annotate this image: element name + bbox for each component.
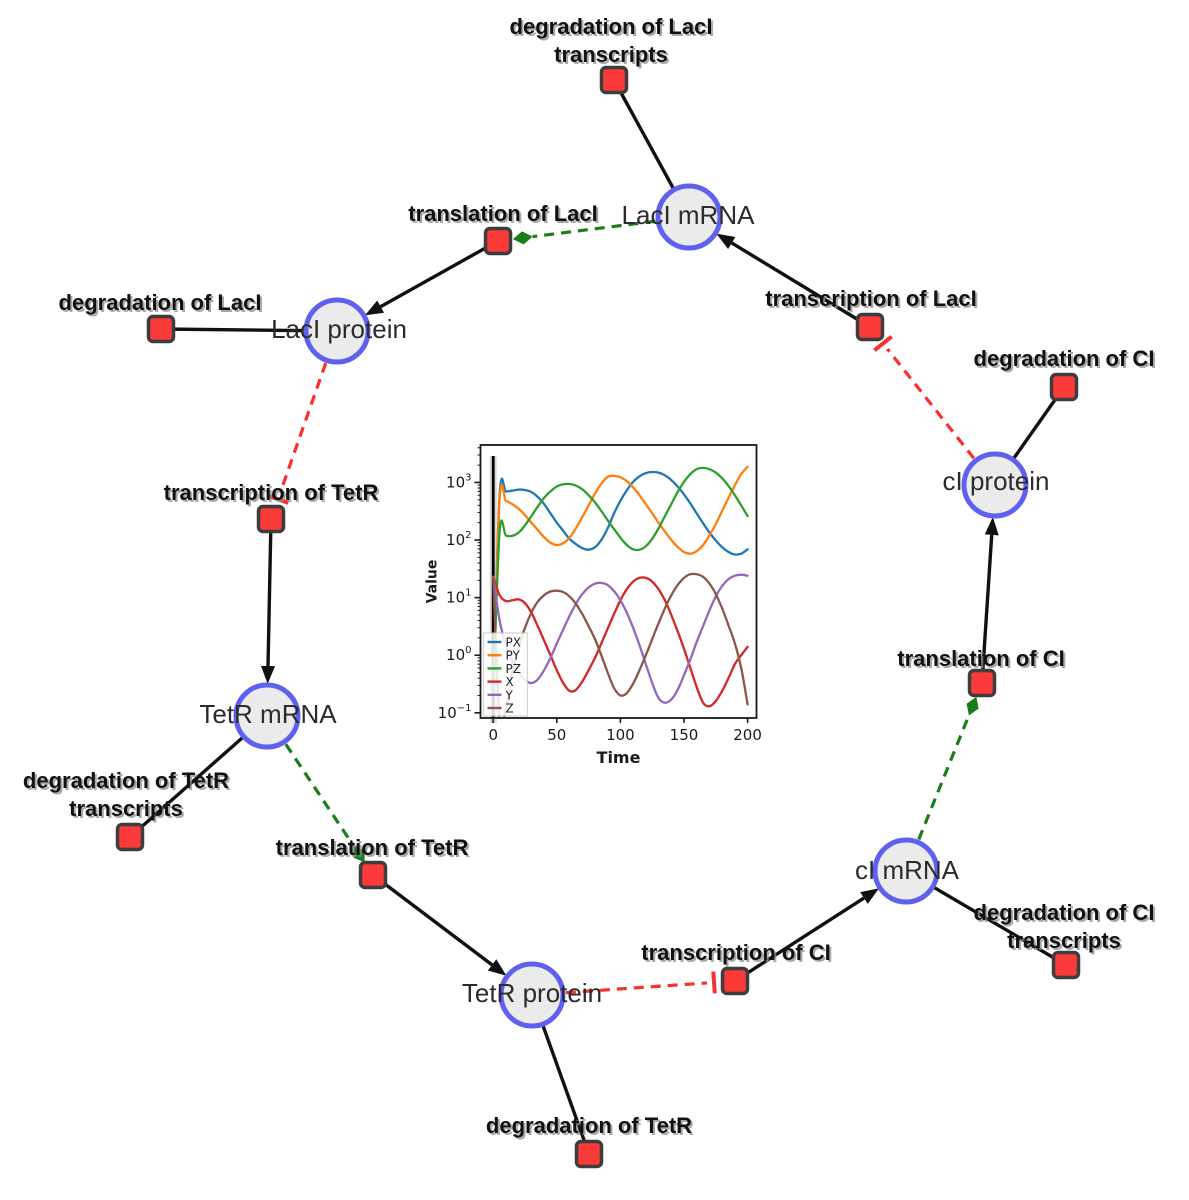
reaction-label-deg_ci_tx-line1: transcripts [1007, 928, 1121, 953]
legend-label-PX: PX [506, 636, 521, 650]
reaction-label-deg_ci_tx-line0: degradation of CI [974, 900, 1155, 925]
series-line-PX [492, 470, 749, 697]
x-axis-tick-label-100: 100 [606, 726, 635, 744]
arrowhead-edge-production-transcr_tetr-tetr_mrna [261, 665, 276, 685]
y-axis-tick-label-1e1: 101 [446, 588, 471, 607]
legend-label-X: X [506, 675, 514, 689]
series-line-Z [492, 572, 749, 718]
legend-label-PZ: PZ [506, 662, 521, 676]
reaction-label-deg_laci_tx-line0: degradation of LacI [510, 14, 713, 39]
reaction-node-transcr_tetr [256, 504, 286, 534]
series-line-PY [492, 465, 749, 697]
edge-production-transcr_ci-ci_mrna [734, 896, 865, 983]
x-axis-tick-label-150: 150 [670, 726, 699, 744]
x-axis-tick-label-200: 200 [733, 726, 762, 744]
arrowhead-edge-production-transl_ci-ci_prot [984, 516, 999, 536]
series-line-Y [492, 573, 749, 704]
arrowhead-edge-production-transl_laci-laci_prot [364, 300, 385, 316]
edge-inhibition-ci_prot-transcr_laci [886, 347, 997, 486]
nodes-layer [115, 65, 1081, 1169]
reaction-label-transl_laci-line0: translation of LacI [408, 201, 597, 226]
legend-label-PY: PY [506, 649, 521, 663]
legend-label-Z: Z [506, 702, 514, 716]
arrowhead-edge-production-transcr_ci-ci_mrna [860, 888, 880, 904]
reaction-node-deg_ci [1049, 372, 1079, 402]
reaction-node-transl_tetr [358, 860, 388, 890]
legend-label-Y: Y [505, 688, 514, 702]
edge-production-transl_ci-ci_prot [980, 534, 994, 684]
arrowhead-edge-production-transcr_laci-laci_mrna [716, 233, 736, 249]
y-axis-label: Value [425, 560, 441, 604]
reaction-label-transcr_ci-line0: transcription of CI [641, 940, 830, 965]
chart-inset: 0 50 100 150 200Time10310210110010−1ValuePXP… [425, 444, 762, 767]
diamond-arrowhead-edge-catalysis-tetr_mrna-transl_tetr [353, 845, 365, 863]
reaction-label-deg_tetr-line0: degradation of TetR [486, 1113, 692, 1138]
edge-production-transl_laci-laci_prot [379, 239, 499, 309]
species-node-tetr_prot [498, 961, 566, 1029]
diamond-arrowhead-edge-catalysis-ci_mrna-transl_ci [966, 696, 979, 716]
x-axis-tick-label-0: 0 [488, 726, 498, 744]
reaction-label-deg_ci-line0: degradation of CI [974, 346, 1155, 371]
reaction-node-deg_laci [146, 314, 176, 344]
x-axis-tick-label-50: 50 [547, 726, 566, 744]
reaction-node-deg_tetr [574, 1139, 604, 1169]
x-axis-label: Time [597, 748, 641, 767]
edge-inhibition-laci_prot-transcr_tetr [278, 330, 339, 494]
y-axis-tick-label-1e2: 102 [446, 530, 471, 549]
species-node-laci_prot [303, 297, 371, 365]
species-label-ci_prot: cI protein [943, 466, 1050, 496]
species-label-laci_mrna: LacI mRNA [622, 200, 756, 230]
reaction-label-transcr_tetr-line0: transcription of TetR [164, 480, 379, 505]
reaction-label-transl_ci-line0: translation of CI [897, 646, 1064, 671]
species-label-ci_mrna: cI mRNA [855, 855, 960, 885]
reaction-label-deg_laci-line0: degradation of LacI [59, 290, 262, 315]
y-axis-tick-label-1e0: 100 [446, 645, 471, 664]
species-node-tetr_mrna [233, 682, 301, 750]
species-node-laci_mrna [655, 183, 723, 251]
reaction-label-deg_tetr_tx-line0: degradation of TetR [23, 768, 229, 793]
species-label-tetr_mrna: TetR mRNA [199, 699, 337, 729]
species-node-ci_mrna [872, 837, 940, 905]
reaction-node-transl_laci [483, 226, 513, 256]
species-node-ci_prot [961, 451, 1029, 519]
edge-production-transcr_laci-laci_mrna [730, 241, 871, 329]
edge-production-transcr_tetr-tetr_mrna [266, 518, 273, 667]
series-line-PZ [492, 466, 749, 697]
edge-inhibition-tetr_prot-transcr_ci [531, 981, 708, 997]
reaction-label-deg_laci_tx-line1: transcripts [554, 42, 668, 67]
species-label-tetr_prot: TetR protein [462, 978, 602, 1008]
reaction-node-deg_tetr_tx [115, 822, 145, 852]
chart-spines [479, 444, 758, 719]
inhibitor-bar-edge-inhibition-laci_prot-transcr_tetr [266, 493, 289, 505]
edge-production-transl_tetr-tetr_prot [371, 873, 494, 967]
inhibitor-bar-edge-inhibition-ci_prot-transcr_laci [873, 335, 893, 352]
inhibitor-bar-edge-inhibition-tetr_prot-transcr_ci [711, 971, 717, 994]
reaction-label-deg_tetr_tx-line1: transcripts [69, 796, 183, 821]
edge-catalysis-ci_mrna-transl_ci [904, 714, 971, 872]
reaction-node-deg_laci_tx [599, 65, 629, 95]
reaction-label-transl_tetr-line0: translation of TetR [276, 835, 469, 860]
reaction-node-deg_ci_tx [1051, 950, 1081, 980]
y-axis-tick-label-1e−1: 10−1 [438, 703, 472, 722]
reaction-node-transcr_laci [855, 312, 885, 342]
reaction-label-transcr_laci-line0: transcription of LacI [765, 286, 976, 311]
reaction-node-transl_ci [967, 668, 997, 698]
species-label-laci_prot: LacI protein [271, 314, 407, 344]
y-axis-tick-label-1e3: 103 [446, 472, 471, 491]
labels-layer: degradation of LacI transcripts translatio… [23, 14, 1155, 1138]
arrowhead-edge-production-transl_tetr-tetr_prot [487, 959, 507, 976]
legend [482, 632, 529, 717]
reaction-node-transcr_ci [720, 966, 750, 996]
diamond-arrowhead-edge-catalysis-laci_mrna-transl_laci [512, 231, 533, 245]
